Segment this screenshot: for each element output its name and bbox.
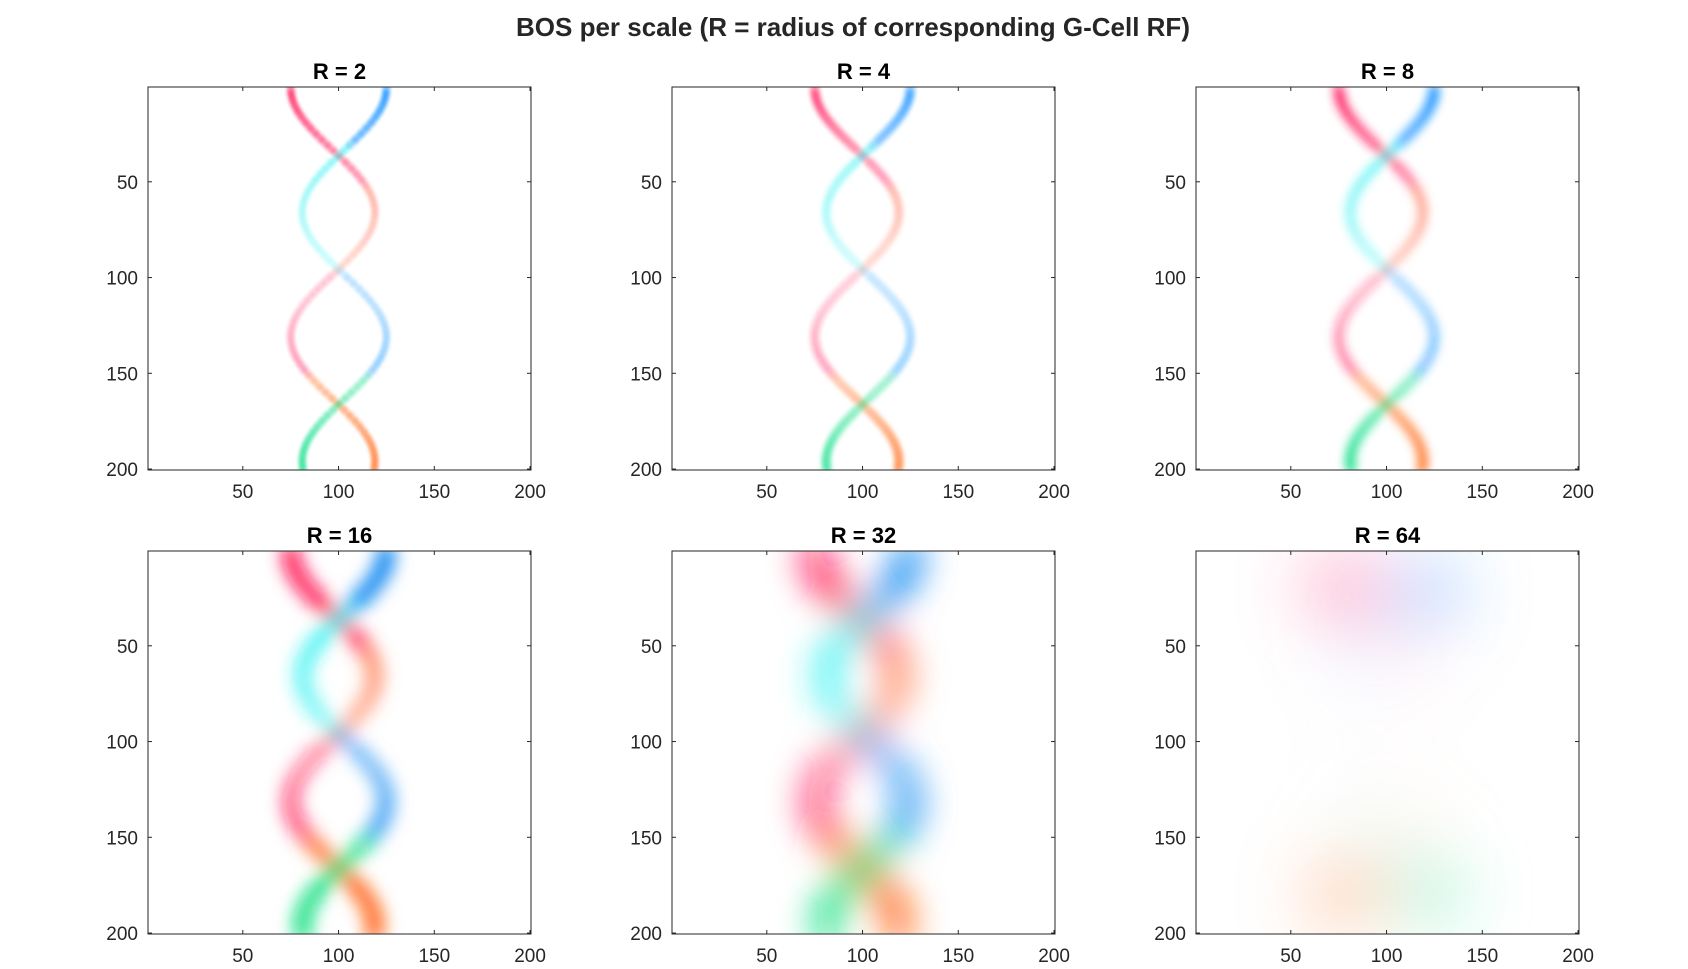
heat-blob [1348, 718, 1387, 765]
panels: R = 2 50 100 150 200 50 100 150 200 R = 4 50 100 150… [106, 59, 1594, 967]
panel-r4: R = 4 50 100 150 200 50 100 150 200 [630, 59, 1070, 503]
y-tick-label: 200 [630, 924, 662, 945]
x-tick-label: 200 [1038, 946, 1070, 967]
panel-r32: R = 32 50 100 150 200 50 100 150 200 [630, 523, 1070, 967]
axes-box [147, 550, 532, 935]
heat-blob [1306, 553, 1383, 623]
x-tick-label: 100 [847, 946, 879, 967]
y-tick-label: 50 [1165, 637, 1186, 658]
panel-title: R = 8 [1361, 59, 1414, 84]
heat-blob [1382, 624, 1437, 687]
heatmap-image [809, 87, 916, 470]
y-tick-label: 150 [106, 364, 138, 385]
x-tick-label: 100 [847, 482, 879, 503]
heat-blob [1386, 856, 1464, 926]
heat-blob [1306, 860, 1383, 930]
y-tick-label: 100 [106, 733, 138, 754]
x-tick-label: 200 [514, 482, 546, 503]
panel-r2: R = 2 50 100 150 200 50 100 150 200 [106, 59, 546, 503]
x-tick-label: 150 [418, 946, 450, 967]
heatmap-image [802, 551, 923, 934]
x-tick-label: 100 [1371, 946, 1403, 967]
x-tick-label: 200 [1038, 482, 1070, 503]
heat-blob [1327, 620, 1389, 690]
y-tick-label: 200 [630, 460, 662, 481]
axes-box [1195, 86, 1580, 471]
x-tick-label: 50 [1280, 482, 1301, 503]
y-tick-label: 50 [117, 637, 138, 658]
y-tick-label: 50 [117, 173, 138, 194]
panel-title: R = 4 [837, 59, 891, 84]
figure-title: BOS per scale (R = radius of correspondi… [516, 12, 1190, 42]
x-tick-label: 50 [1280, 946, 1301, 967]
y-tick-label: 50 [641, 173, 662, 194]
y-tick-label: 50 [1165, 173, 1186, 194]
y-tick-label: 50 [641, 637, 662, 658]
panel-title: R = 16 [307, 523, 372, 548]
heatmap-image [1306, 553, 1464, 930]
heatmap-image [282, 551, 396, 934]
x-tick-label: 150 [418, 482, 450, 503]
y-tick-label: 200 [106, 924, 138, 945]
heat-blob [1386, 557, 1464, 627]
x-tick-label: 50 [756, 482, 777, 503]
axes-box [147, 86, 532, 471]
axes-box [671, 86, 1056, 471]
panel-r8: R = 8 50 100 150 200 50 100 150 200 [1154, 59, 1594, 503]
axes-box [671, 550, 1056, 935]
x-tick-label: 150 [942, 482, 974, 503]
y-tick-label: 100 [630, 733, 662, 754]
heatmap-image [1332, 87, 1441, 470]
panel-r64: R = 64 50 100 150 200 50 100 150 200 [1154, 523, 1594, 967]
y-tick-label: 150 [1154, 364, 1186, 385]
y-tick-label: 100 [1154, 733, 1186, 754]
y-tick-label: 150 [630, 364, 662, 385]
y-tick-label: 200 [1154, 460, 1186, 481]
x-tick-label: 100 [323, 946, 355, 967]
y-tick-label: 200 [106, 460, 138, 481]
x-tick-label: 50 [756, 946, 777, 967]
x-tick-label: 50 [232, 482, 253, 503]
y-tick-label: 100 [1154, 269, 1186, 290]
heatmap-image [286, 87, 391, 470]
x-tick-label: 200 [1562, 482, 1594, 503]
x-tick-label: 100 [323, 482, 355, 503]
panel-r16: R = 16 50 100 150 200 50 100 150 200 [106, 523, 546, 967]
y-tick-label: 150 [1154, 828, 1186, 849]
y-tick-label: 100 [106, 269, 138, 290]
y-tick-label: 150 [106, 828, 138, 849]
axes-box [1195, 550, 1580, 935]
panel-title: R = 2 [313, 59, 366, 84]
x-tick-label: 200 [514, 946, 546, 967]
panel-title: R = 64 [1355, 523, 1421, 548]
y-tick-label: 200 [1154, 924, 1186, 945]
x-tick-label: 100 [1371, 482, 1403, 503]
x-tick-label: 200 [1562, 946, 1594, 967]
y-tick-label: 100 [630, 269, 662, 290]
x-tick-label: 150 [942, 946, 974, 967]
x-tick-label: 150 [1466, 482, 1498, 503]
x-tick-label: 150 [1466, 946, 1498, 967]
x-tick-label: 50 [232, 946, 253, 967]
y-tick-label: 150 [630, 828, 662, 849]
heat-blob [1382, 797, 1437, 859]
heat-blob [1332, 797, 1395, 859]
panel-title: R = 32 [831, 523, 896, 548]
